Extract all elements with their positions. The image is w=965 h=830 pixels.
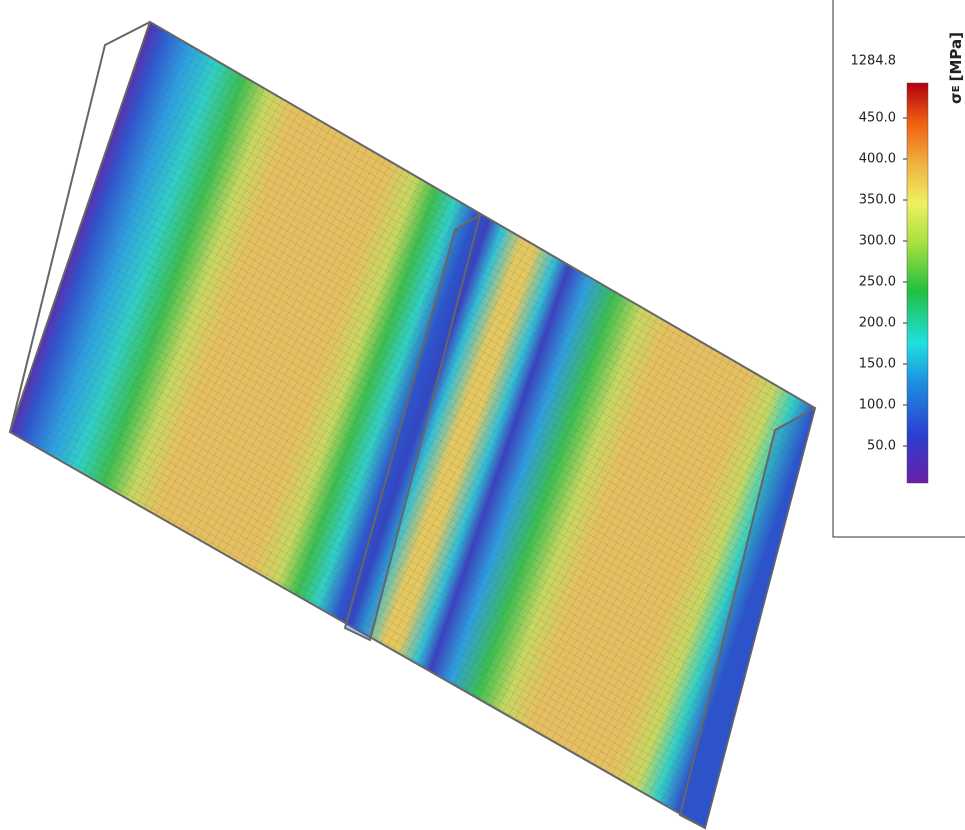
legend-tick-label: 400.0 — [859, 152, 896, 167]
viewport: 1284.8 σE [MPa] 450.0 400.0 350.0 300.0 250.0… — [0, 0, 965, 830]
legend-tick-label: 100.0 — [859, 398, 896, 413]
legend: 1284.8 σE [MPa] 450.0 400.0 350.0 300.0 250.0… — [833, 0, 965, 537]
legend-tick-label: 200.0 — [859, 316, 896, 331]
legend-tick-label: 350.0 — [859, 193, 896, 208]
legend-tick-label: 300.0 — [859, 234, 896, 249]
fe-model — [10, 22, 815, 828]
legend-tick-label: 250.0 — [859, 275, 896, 290]
title-subscript: E — [951, 85, 962, 92]
legend-title: σE [MPa] — [947, 32, 965, 104]
legend-max: 1284.8 — [851, 54, 897, 69]
legend-tick-label: 150.0 — [859, 357, 896, 372]
legend-border — [833, 0, 965, 537]
legend-tick-label: 450.0 — [859, 111, 896, 126]
title-unit: [MPa] — [947, 32, 965, 81]
legend-tick-label: 50.0 — [867, 439, 896, 454]
color-bar — [907, 83, 928, 483]
title-symbol: σ — [947, 92, 965, 104]
